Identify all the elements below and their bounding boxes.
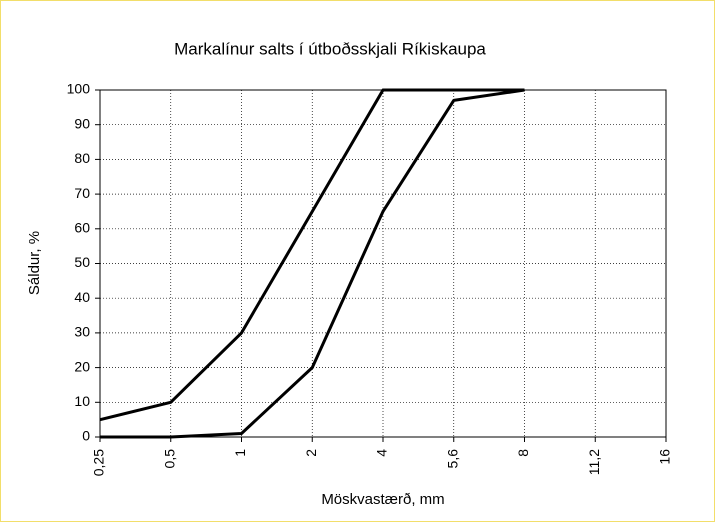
x-tick-label: 0,5 [161, 449, 177, 469]
y-tick-label: 40 [74, 289, 90, 305]
y-tick-label: 90 [74, 115, 90, 131]
y-tick-label: 60 [74, 220, 90, 236]
y-tick-label: 30 [74, 324, 90, 340]
y-axis-label: Sáldur, % [26, 231, 43, 295]
line-series [100, 88, 525, 439]
x-tick-label: 8 [515, 449, 531, 457]
y-tick-label: 0 [82, 428, 90, 444]
y-tick-label: 50 [74, 254, 90, 270]
y-tick-label: 100 [67, 81, 91, 97]
y-tick-label: 80 [74, 150, 90, 166]
x-tick-label: 2 [303, 449, 319, 457]
line-series [99, 88, 525, 422]
x-tick-label: 5,6 [444, 449, 460, 469]
y-tick-label: 70 [74, 185, 90, 201]
chart-title: Markalínur salts í útboðsskjali Ríkiskau… [174, 39, 486, 58]
x-tick-label: 11,2 [586, 449, 602, 475]
x-tick-label: 16 [657, 449, 673, 465]
x-axis-label: Möskvastærð, mm [321, 491, 444, 508]
y-tick-label: 20 [74, 358, 90, 374]
x-tick-label: 0,25 [91, 449, 107, 476]
y-tick-label: 10 [74, 393, 90, 409]
x-tick-label: 4 [374, 449, 390, 457]
x-tick-label: 1 [232, 449, 248, 457]
